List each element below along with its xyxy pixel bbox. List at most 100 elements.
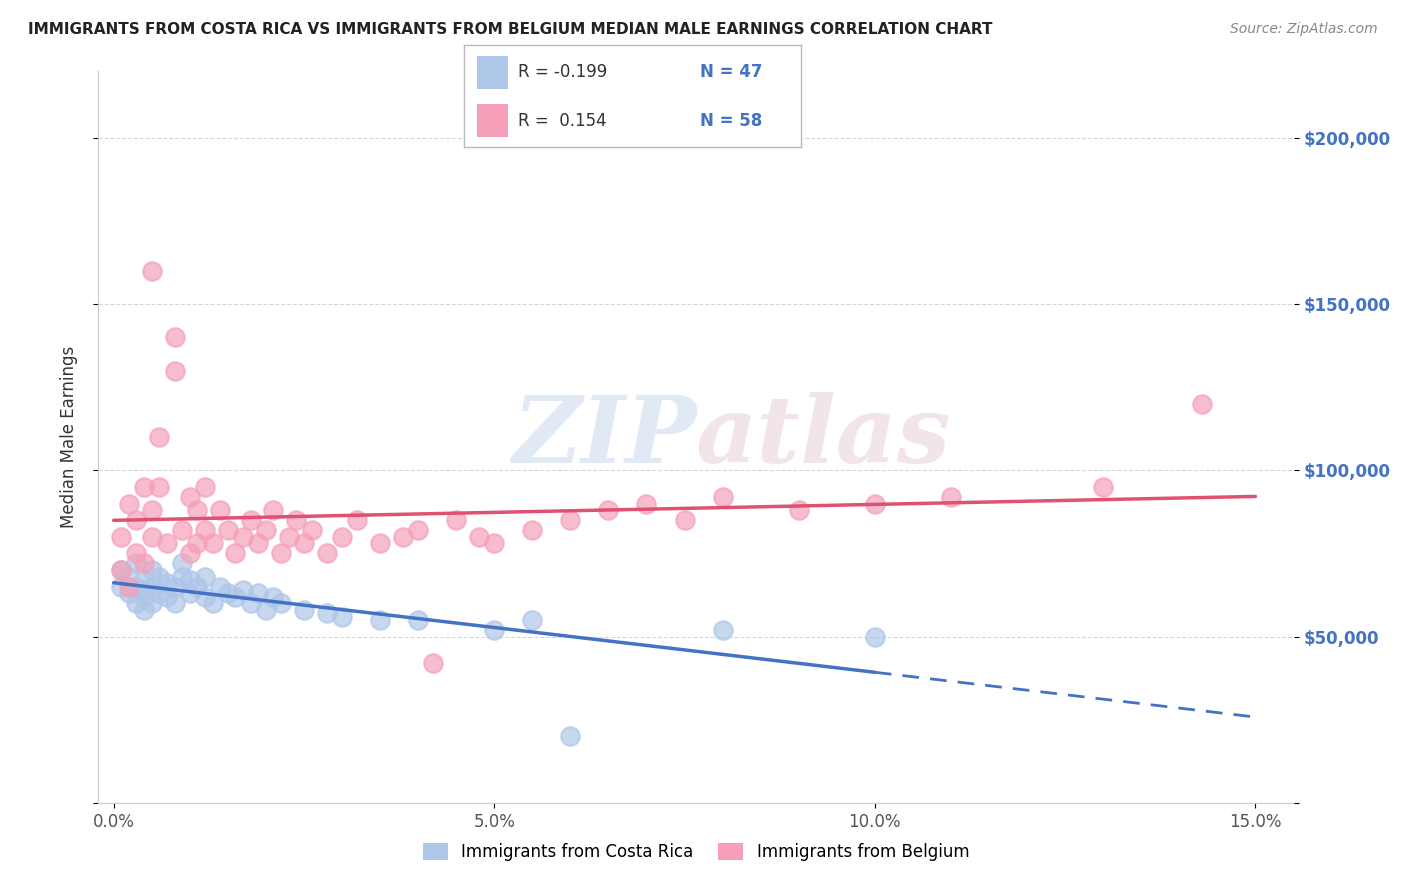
Text: IMMIGRANTS FROM COSTA RICA VS IMMIGRANTS FROM BELGIUM MEDIAN MALE EARNINGS CORRE: IMMIGRANTS FROM COSTA RICA VS IMMIGRANTS… — [28, 22, 993, 37]
Point — [444, 513, 467, 527]
Text: Source: ZipAtlas.com: Source: ZipAtlas.com — [1230, 22, 1378, 37]
Point — [110, 563, 132, 577]
Point — [194, 590, 217, 604]
Point — [172, 557, 194, 571]
Point — [315, 607, 337, 621]
Point — [239, 596, 262, 610]
Point — [247, 536, 270, 550]
Point — [1191, 397, 1213, 411]
Point — [217, 523, 239, 537]
Point — [292, 536, 315, 550]
Text: N = 47: N = 47 — [700, 63, 762, 81]
Point — [406, 523, 429, 537]
Point — [125, 513, 148, 527]
Point — [484, 623, 506, 637]
Point — [118, 570, 141, 584]
Point — [148, 430, 170, 444]
Point — [560, 513, 582, 527]
Point — [141, 530, 163, 544]
Point — [270, 596, 292, 610]
Point — [560, 729, 582, 743]
Point — [110, 530, 132, 544]
Point — [232, 582, 254, 597]
Point — [163, 580, 186, 594]
Point — [156, 536, 179, 550]
FancyBboxPatch shape — [478, 104, 508, 137]
Point — [468, 530, 491, 544]
Point — [186, 536, 208, 550]
Point — [263, 590, 285, 604]
Point — [163, 596, 186, 610]
Point — [132, 573, 155, 587]
Point — [263, 503, 285, 517]
Point — [239, 513, 262, 527]
Point — [132, 582, 155, 597]
Point — [392, 530, 415, 544]
Point — [148, 480, 170, 494]
Point — [522, 523, 544, 537]
Point — [179, 573, 201, 587]
Point — [148, 570, 170, 584]
Point — [156, 576, 179, 591]
Point — [186, 580, 208, 594]
Point — [163, 363, 186, 377]
Legend: Immigrants from Costa Rica, Immigrants from Belgium: Immigrants from Costa Rica, Immigrants f… — [416, 836, 976, 868]
Text: N = 58: N = 58 — [700, 112, 762, 129]
Point — [636, 497, 658, 511]
Point — [254, 603, 277, 617]
Point — [148, 586, 170, 600]
Point — [315, 546, 337, 560]
Point — [125, 557, 148, 571]
Point — [194, 570, 217, 584]
Point — [301, 523, 323, 537]
Point — [939, 490, 962, 504]
Point — [247, 586, 270, 600]
Point — [194, 480, 217, 494]
Point — [863, 630, 886, 644]
Text: R = -0.199: R = -0.199 — [517, 63, 607, 81]
Point — [132, 557, 155, 571]
Point — [217, 586, 239, 600]
Point — [285, 513, 308, 527]
Point — [598, 503, 620, 517]
Point — [179, 546, 201, 560]
Point — [118, 586, 141, 600]
Point — [209, 503, 232, 517]
Point — [522, 613, 544, 627]
Point — [254, 523, 277, 537]
Point — [110, 580, 132, 594]
Point — [141, 264, 163, 278]
Point — [201, 596, 224, 610]
Point — [330, 530, 353, 544]
Point — [224, 590, 246, 604]
Point — [141, 596, 163, 610]
FancyBboxPatch shape — [478, 56, 508, 88]
Point — [110, 563, 132, 577]
Point — [787, 503, 810, 517]
Point — [224, 546, 246, 560]
Point — [132, 603, 155, 617]
Point — [673, 513, 696, 527]
Point — [172, 570, 194, 584]
Point — [863, 497, 886, 511]
Point — [141, 563, 163, 577]
Point — [125, 596, 148, 610]
Point — [330, 609, 353, 624]
Text: atlas: atlas — [696, 392, 952, 482]
Point — [406, 613, 429, 627]
Point — [201, 536, 224, 550]
Point — [711, 623, 734, 637]
Point — [711, 490, 734, 504]
Point — [270, 546, 292, 560]
Point — [422, 656, 444, 670]
Point — [194, 523, 217, 537]
Point — [163, 330, 186, 344]
Point — [368, 536, 391, 550]
Point — [118, 580, 141, 594]
Point — [484, 536, 506, 550]
Point — [179, 586, 201, 600]
Point — [179, 490, 201, 504]
Point — [232, 530, 254, 544]
Point — [118, 497, 141, 511]
Point — [125, 546, 148, 560]
